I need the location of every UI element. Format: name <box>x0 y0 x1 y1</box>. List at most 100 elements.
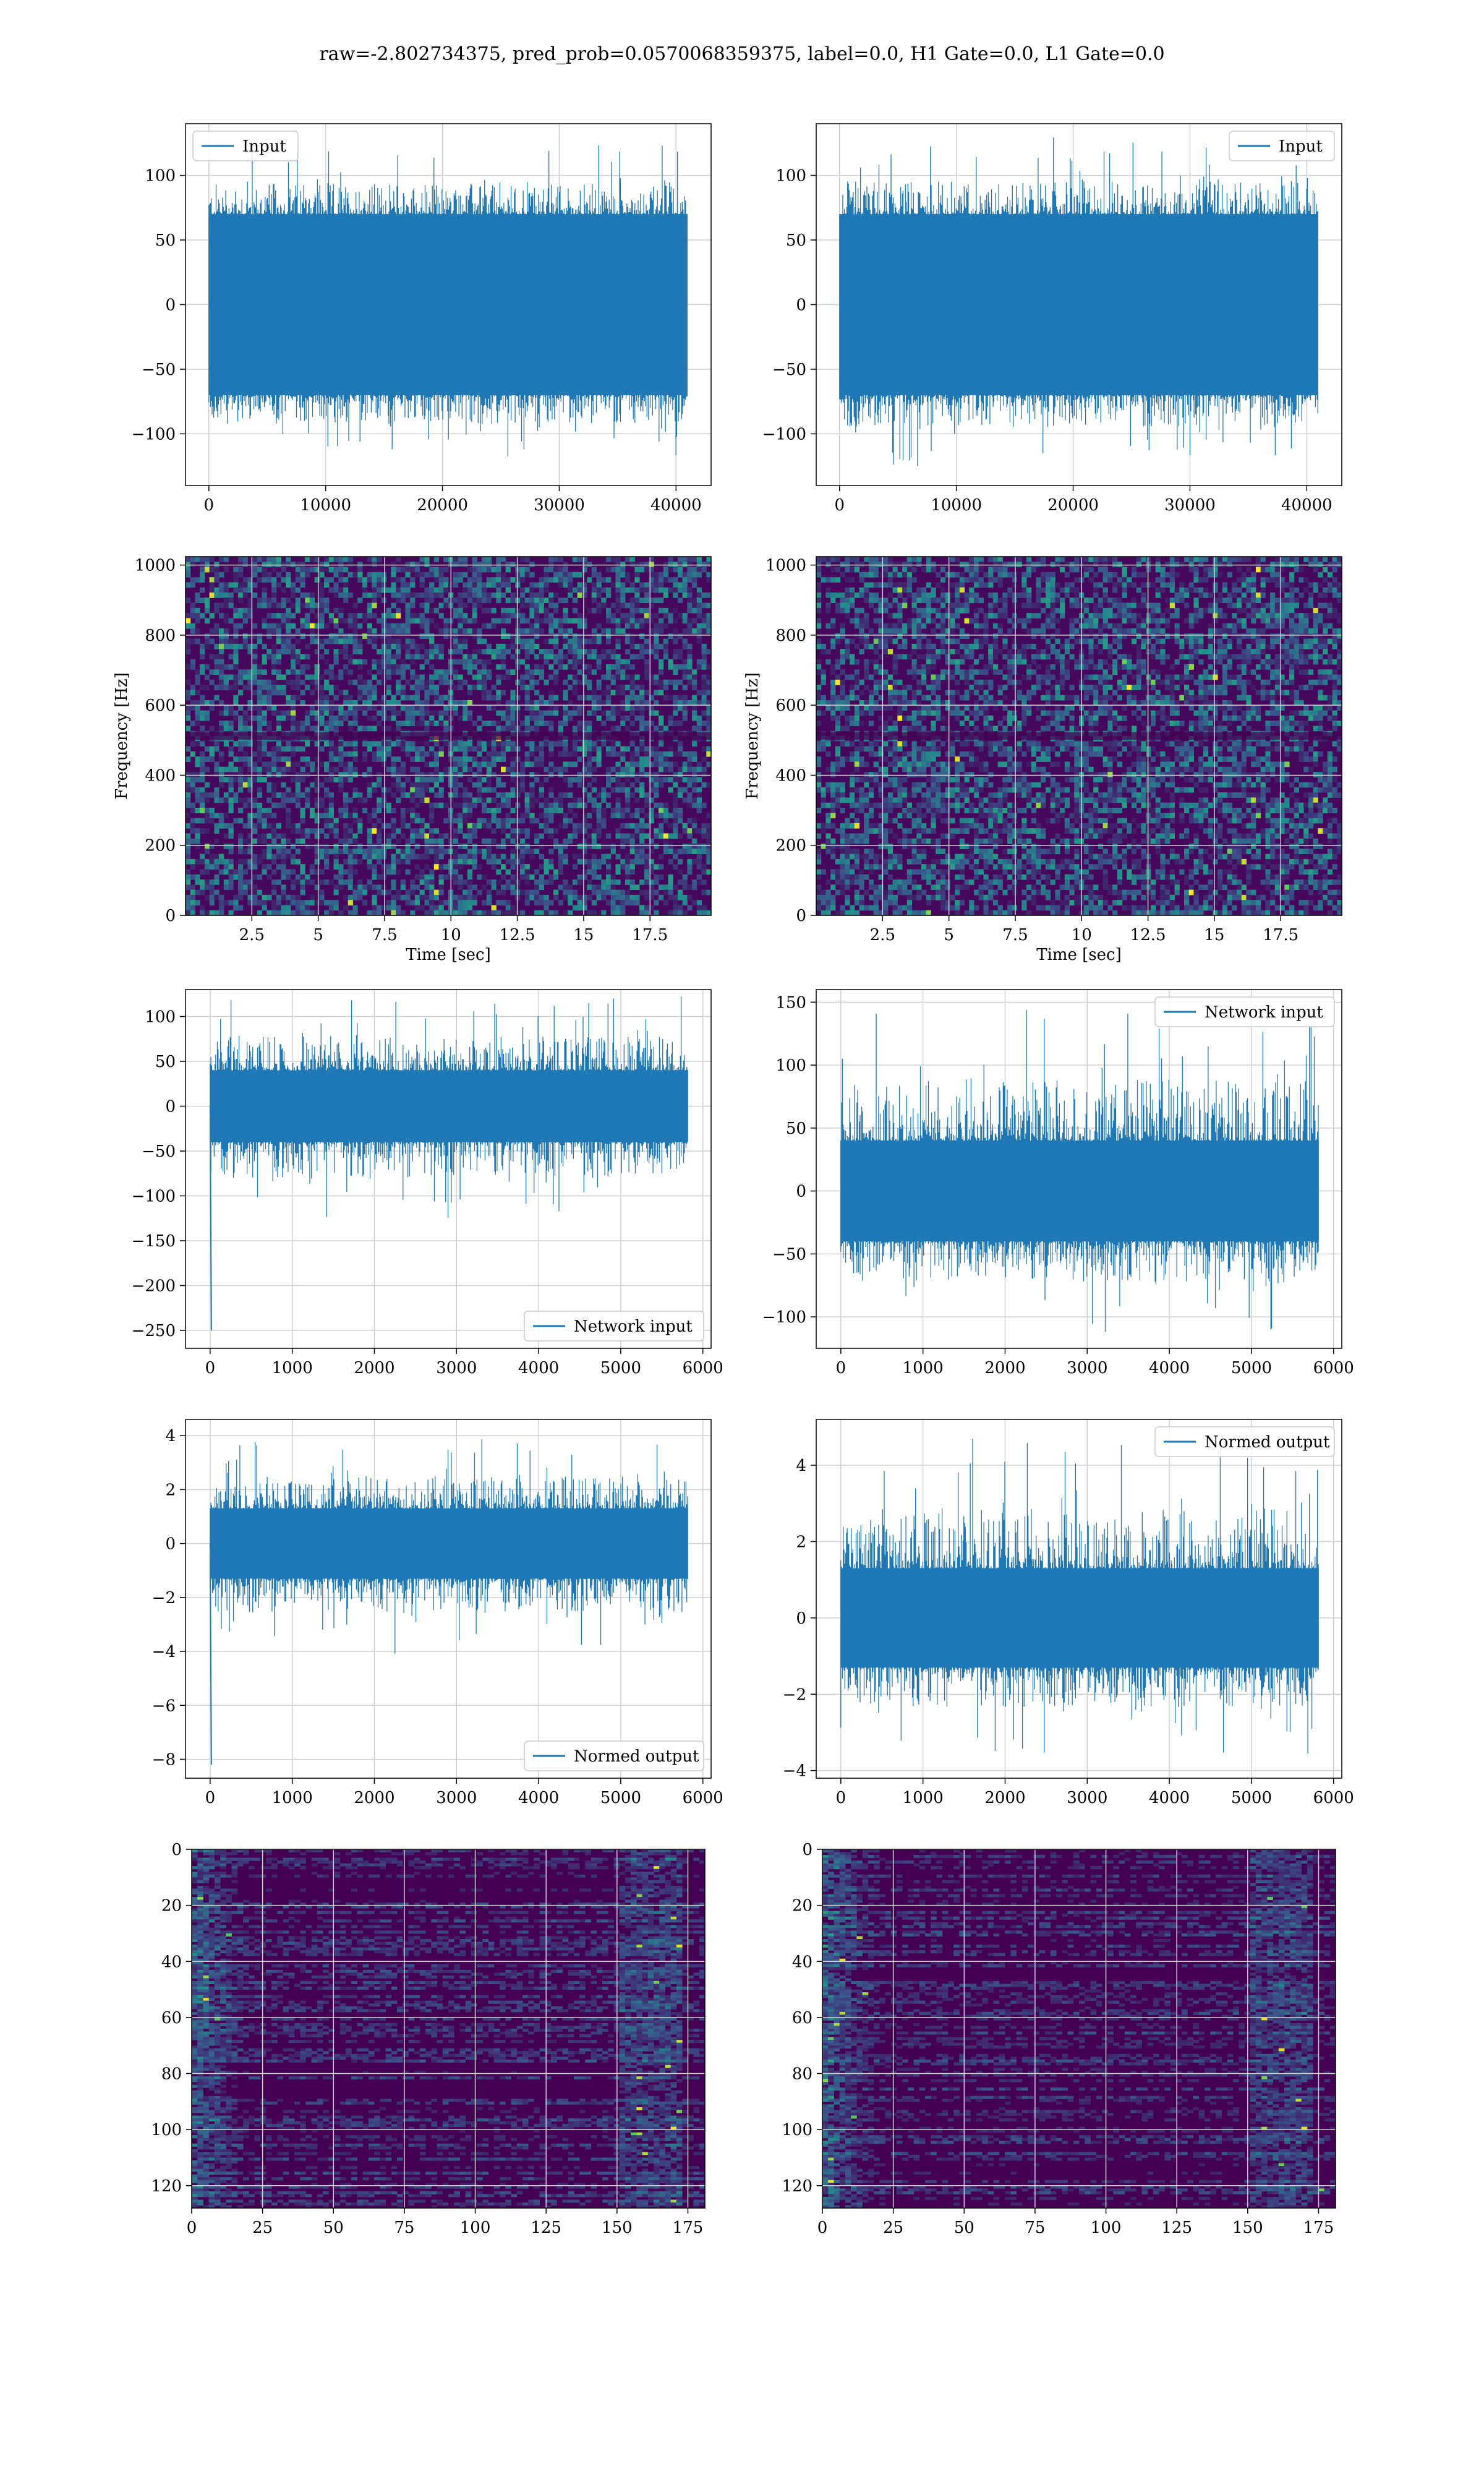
panel-spectrogram-right: 2.5 5 7.5 10 12.5 15 17.5 0 200 400 600 800 1000 Time… <box>743 556 1342 964</box>
axes-frame <box>816 556 1342 916</box>
panel-network-right: 0 1000 2000 3000 4000 5000 6000 −100 −50 0 50 100 15… <box>762 989 1354 1377</box>
x-tick-label: 5 <box>313 926 323 944</box>
panel-matrix-left: 0 25 50 75 100 125 150 175 0 20 40 60 80 100 120 <box>151 1841 706 2237</box>
x-tick-label: 15 <box>1204 926 1224 944</box>
x-tick-label: 3000 <box>1067 1359 1107 1377</box>
y-tick-label: −8 <box>152 1750 176 1769</box>
x-tick-label: 12.5 <box>500 926 535 944</box>
x-tick-label: 125 <box>1161 2219 1192 2237</box>
x-tick-label: 1000 <box>903 1359 944 1377</box>
y-tick-label: 400 <box>775 766 806 785</box>
x-tick-label: 40000 <box>650 496 702 515</box>
y-tick-label: 0 <box>165 1535 176 1554</box>
x-tick-label: 7.5 <box>1002 926 1028 944</box>
x-tick-label: 20000 <box>417 496 468 515</box>
legend: Normed output <box>524 1740 704 1771</box>
axes-frame <box>191 1849 706 2209</box>
y-tick-label: −6 <box>152 1697 176 1715</box>
y-tick-label: 0 <box>796 1609 806 1628</box>
y-tick-label: −4 <box>152 1643 176 1661</box>
y-tick-label: 50 <box>786 1119 806 1138</box>
x-tick-label: 4000 <box>518 1789 559 1807</box>
x-tick-label: 1000 <box>903 1789 944 1807</box>
y-tick-label: 4 <box>165 1427 176 1445</box>
legend: Network input <box>524 1311 704 1342</box>
x-tick-label: 0 <box>836 1789 846 1807</box>
y-tick-label: 200 <box>145 837 176 855</box>
x-tick-label: 0 <box>835 496 845 515</box>
y-tick-label: −50 <box>142 361 176 379</box>
y-tick-label: 50 <box>155 231 176 250</box>
panel-normed-right: 0 1000 2000 3000 4000 5000 6000 −4 −2 0 2 4 Normed o… <box>783 1419 1354 1807</box>
y-tick-label: 2 <box>165 1481 176 1499</box>
legend-label: Network input <box>1205 1003 1323 1022</box>
y-tick-label: 0 <box>165 296 176 315</box>
x-tick-label: 10 <box>1072 926 1092 944</box>
series-line <box>839 137 1318 466</box>
y-tick-label: 600 <box>775 696 806 715</box>
x-tick-label: 20000 <box>1047 496 1099 515</box>
y-tick-label: −50 <box>772 361 806 379</box>
x-tick-label: 4000 <box>518 1359 559 1377</box>
y-tick-label: −100 <box>762 425 806 443</box>
x-tick-label: 50 <box>323 2219 344 2237</box>
axes-frame <box>185 989 712 1349</box>
x-tick-label: 100 <box>1091 2219 1122 2237</box>
y-tick-label: 0 <box>171 1841 182 1859</box>
x-tick-label: 75 <box>394 2219 414 2237</box>
legend: Network input <box>1154 996 1335 1027</box>
y-tick-label: 800 <box>145 627 176 645</box>
y-tick-label: 40 <box>792 1953 812 1971</box>
y-tick-label: 0 <box>796 1183 806 1201</box>
x-tick-label: 3000 <box>436 1359 477 1377</box>
x-tick-label: 0 <box>836 1359 846 1377</box>
figure-title: raw=-2.802734375, pred_prob=0.0570068359… <box>319 43 1165 65</box>
x-tick-label: 7.5 <box>372 926 397 944</box>
x-tick-label: 5000 <box>1231 1789 1272 1807</box>
y-tick-label: 0 <box>796 296 806 315</box>
panel-matrix-right: 0 25 50 75 100 125 150 175 0 20 40 60 80 100 120 <box>782 1841 1336 2237</box>
heatmap-cells <box>192 1849 705 2208</box>
y-tick-label: 600 <box>145 696 176 715</box>
axes-frame <box>816 989 1342 1349</box>
x-tick-label: 10000 <box>300 496 351 515</box>
y-tick-label: 4 <box>796 1457 806 1475</box>
y-tick-label: 0 <box>802 1841 812 1859</box>
x-tick-label: 0 <box>205 1359 216 1377</box>
y-tick-label: 400 <box>145 766 176 785</box>
y-tick-label: −100 <box>132 425 176 443</box>
y-tick-label: −50 <box>772 1245 806 1264</box>
x-tick-label: 5 <box>944 926 954 944</box>
y-tick-label: 40 <box>161 1953 182 1971</box>
y-tick-label: 0 <box>165 1098 176 1116</box>
y-tick-label: 120 <box>151 2177 182 2196</box>
x-tick-label: 175 <box>1303 2219 1334 2237</box>
x-tick-label: 15 <box>573 926 594 944</box>
x-tick-label: 2.5 <box>870 926 895 944</box>
legend-label: Normed output <box>574 1747 699 1766</box>
x-tick-label: 2000 <box>354 1359 394 1377</box>
legend-label: Normed output <box>1205 1433 1330 1452</box>
series-line <box>840 1439 1319 1754</box>
x-tick-label: 3000 <box>436 1789 477 1807</box>
x-tick-label: 4000 <box>1149 1789 1190 1807</box>
x-axis-label: Time [sec] <box>406 946 491 964</box>
x-tick-label: 30000 <box>534 496 585 515</box>
x-tick-label: 2000 <box>354 1789 394 1807</box>
y-tick-label: −50 <box>142 1142 176 1161</box>
spike-mark <box>209 1106 212 1331</box>
y-tick-label: 100 <box>775 167 806 186</box>
x-tick-label: 17.5 <box>1263 926 1298 944</box>
panel-network-left: 0 1000 2000 3000 4000 5000 6000−250−200−150−10… <box>132 989 723 1377</box>
y-tick-label: −100 <box>132 1188 176 1206</box>
x-tick-label: 10 <box>441 926 461 944</box>
legend: Input <box>192 131 299 161</box>
x-tick-label: 10000 <box>931 496 982 515</box>
x-tick-label: 125 <box>531 2219 561 2237</box>
y-tick-label: 50 <box>155 1053 176 1071</box>
axes-frame <box>822 1849 1336 2209</box>
x-tick-label: 75 <box>1025 2219 1045 2237</box>
legend: Input <box>1229 131 1335 161</box>
x-tick-label: 40000 <box>1281 496 1333 515</box>
x-tick-label: 5000 <box>600 1359 641 1377</box>
